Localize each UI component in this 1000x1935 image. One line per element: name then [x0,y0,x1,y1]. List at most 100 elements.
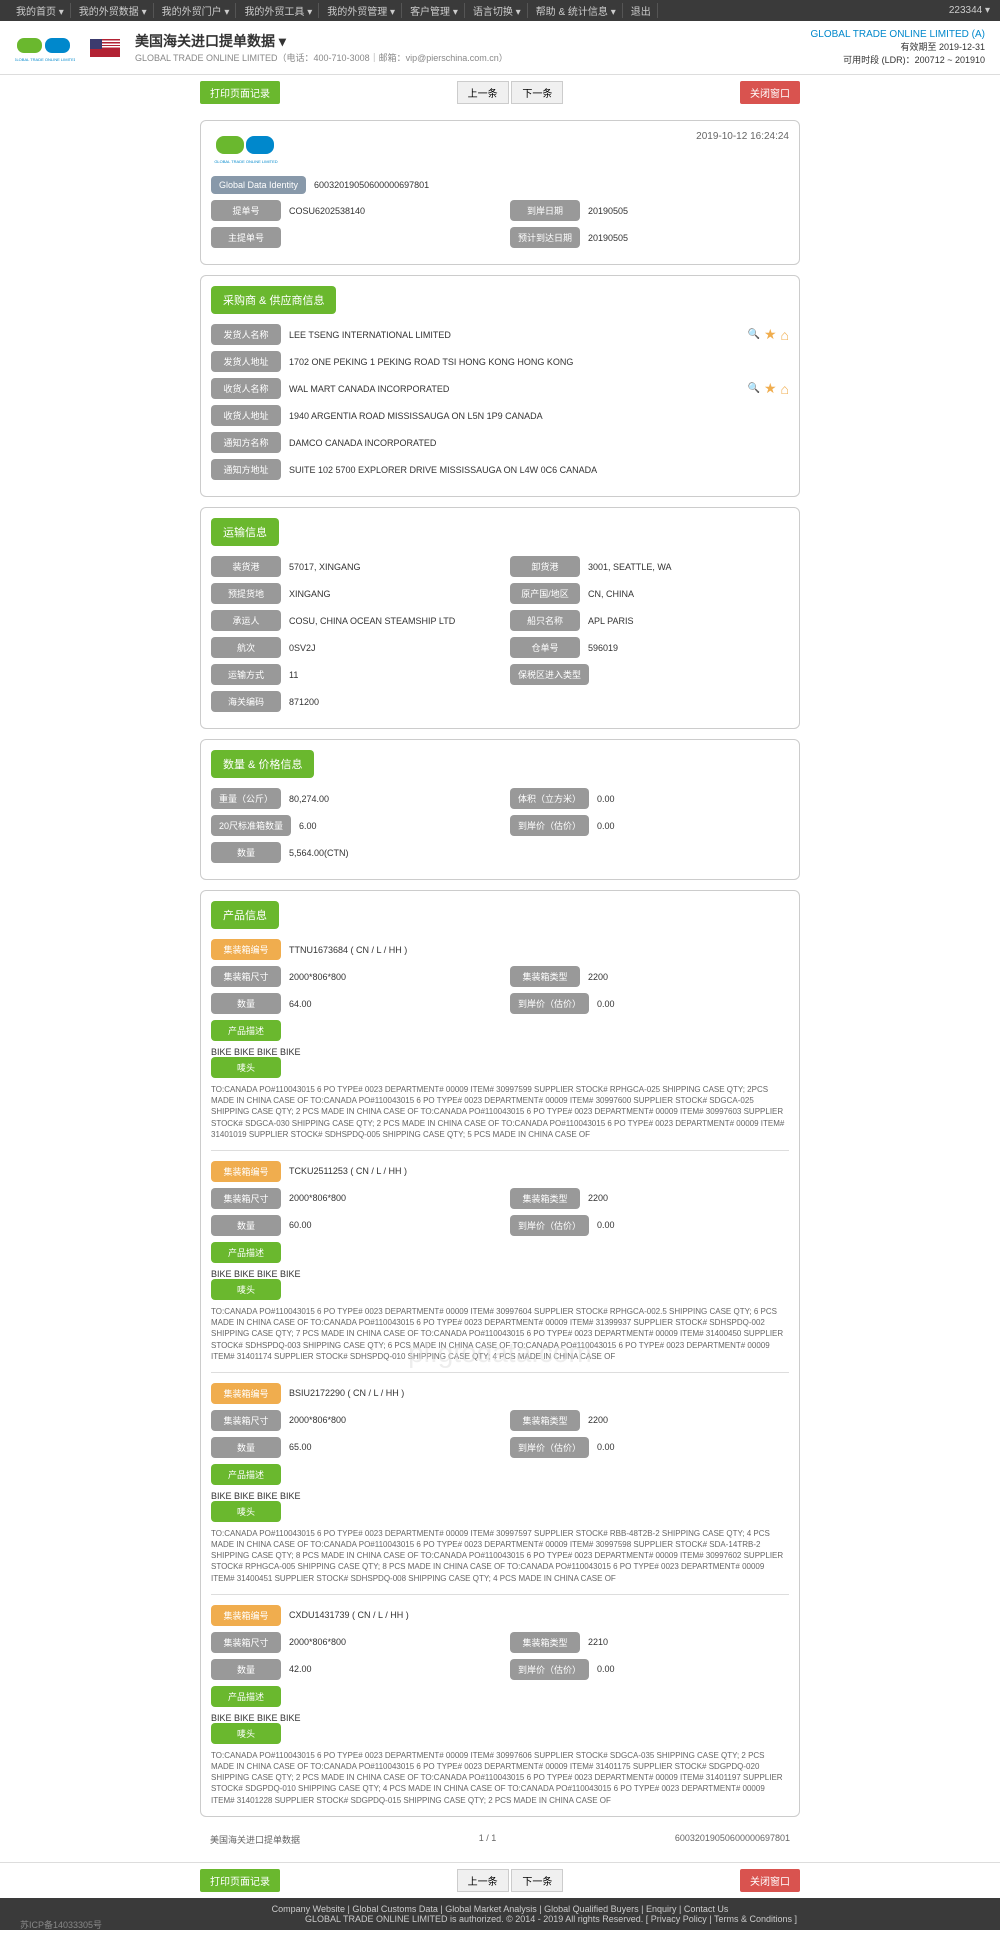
nav-mgmt[interactable]: 我的外贸管理 ▾ [321,3,402,18]
weight-label: 重量（公斤） [211,788,281,809]
mark-label: 唛头 [211,1723,281,1744]
carrier-label: 承运人 [211,610,281,631]
prev-button-bottom[interactable]: 上一条 [457,1869,509,1892]
page-subtitle: GLOBAL TRADE ONLINE LIMITED（电话：400-710-3… [135,51,508,64]
account-info: GLOBAL TRADE ONLINE LIMITED (A) 有效期至 201… [811,29,985,66]
prev-button[interactable]: 上一条 [457,81,509,104]
desc-label: 产品描述 [211,1464,281,1485]
action-bar-top: 打印页面记录 上一条 下一条 关闭窗口 [0,75,1000,110]
size-label: 集装箱尺寸 [211,966,281,987]
consignee-addr: 1940 ARGENTIA ROAD MISSISSAUGA ON L5N 1P… [289,411,789,421]
unloadport: 3001, SEATTLE, WA [588,562,789,572]
search-icon[interactable]: 🔍 [748,383,760,394]
origin-label: 原产国/地区 [510,583,580,604]
gto-logo: GLOBAL TRADE ONLINE LIMITED [15,33,75,63]
hs-label: 海关编码 [211,691,281,712]
teu: 6.00 [299,821,490,831]
footer-id: 60032019050600000697801 [675,1833,790,1846]
footer-source: 美国海关进口提单数据 [210,1833,300,1846]
loadport: 57017, XINGANG [289,562,490,572]
size-value: 2000*806*800 [289,1637,490,1647]
nav-logout[interactable]: 退出 [625,3,658,18]
type-label: 集装箱类型 [510,1632,580,1653]
gdi-value: 60032019050600000697801 [314,180,789,190]
cif-value: 0.00 [597,999,789,1009]
notify-addr-label: 通知方地址 [211,459,281,480]
type-value: 2210 [588,1637,789,1647]
consignee-name: WAL MART CANADA INCORPORATED [289,384,740,394]
star-icon[interactable]: ★ [764,326,777,343]
shipper-addr-label: 发货人地址 [211,351,281,372]
nav-data[interactable]: 我的外贸数据 ▾ [73,3,154,18]
container-value: CXDU1431739 ( CN / L / HH ) [289,1610,789,1620]
qty-value: 60.00 [289,1220,490,1230]
predest-label: 预提货地 [211,583,281,604]
teu-label: 20尺标准箱数量 [211,815,291,836]
voyage: 0SV2J [289,643,490,653]
content: GLOBAL TRADE ONLINE LIMITED 2019-10-12 1… [200,120,800,1852]
shipper-addr: 1702 ONE PEKING 1 PEKING ROAD TSI HONG K… [289,357,789,367]
size-label: 集装箱尺寸 [211,1188,281,1209]
master-label: 主提单号 [211,227,281,248]
panel-logo: GLOBAL TRADE ONLINE LIMITED [211,131,281,166]
hs: 871200 [289,697,490,707]
unloadport-label: 卸货港 [510,556,580,577]
timestamp: 2019-10-12 16:24:24 [696,131,789,142]
nav-lang[interactable]: 语言切换 ▾ [467,3,528,18]
bottom-links[interactable]: Company Website | Global Customs Data | … [10,1904,990,1914]
count-label: 数量 [211,842,281,863]
size-label: 集装箱尺寸 [211,1632,281,1653]
search-icon[interactable]: 🔍 [748,329,760,340]
qty-label: 数量 [211,993,281,1014]
parties-title: 采购商 & 供应商信息 [211,286,336,314]
eta-value: 20190505 [588,233,789,243]
svg-text:GLOBAL TRADE ONLINE LIMITED: GLOBAL TRADE ONLINE LIMITED [214,159,277,164]
nav-help[interactable]: 帮助 & 统计信息 ▾ [530,3,623,18]
home-icon[interactable]: ⌂ [781,381,789,397]
user-id[interactable]: 223344 ▾ [949,5,990,16]
count: 5,564.00(CTN) [289,848,490,858]
nav-customer[interactable]: 客户管理 ▾ [404,3,465,18]
star-icon[interactable]: ★ [764,380,777,397]
notify-addr: SUITE 102 5700 EXPLORER DRIVE MISSISSAUG… [289,465,789,475]
cif-value: 0.00 [597,1664,789,1674]
next-button-bottom[interactable]: 下一条 [511,1869,563,1892]
bike-text: BIKE BIKE BIKE BIKE [211,1047,789,1057]
panel-products: pl.gtodata.com 产品信息 集装箱编号TTNU1673684 ( C… [200,890,800,1817]
container-label: 集装箱编号 [211,939,281,960]
nav-tools[interactable]: 我的外贸工具 ▾ [238,3,319,18]
action-bar-bottom: 打印页面记录 上一条 下一条 关闭窗口 [0,1862,1000,1898]
volume: 0.00 [597,794,789,804]
close-button[interactable]: 关闭窗口 [740,81,800,104]
qty-value: 64.00 [289,999,490,1009]
qty-label: 数量 [211,1659,281,1680]
size-value: 2000*806*800 [289,1415,490,1425]
cif-label: 到岸价（估价） [510,1437,589,1458]
cif-value: 0.00 [597,1442,789,1452]
print-button-bottom[interactable]: 打印页面记录 [200,1869,280,1892]
predest: XINGANG [289,589,490,599]
page-title: 美国海关进口提单数据 ▾ [135,31,508,51]
next-button[interactable]: 下一条 [511,81,563,104]
arrdate-value: 20190505 [588,206,789,216]
mode: 11 [289,670,490,680]
notify-name: DAMCO CANADA INCORPORATED [289,438,789,448]
size-label: 集装箱尺寸 [211,1410,281,1431]
home-icon[interactable]: ⌂ [781,327,789,343]
us-flag-icon [90,39,120,57]
manifest: 596019 [588,643,789,653]
value: 0.00 [597,821,789,831]
type-label: 集装箱类型 [510,1410,580,1431]
mark-label: 唛头 [211,1501,281,1522]
cif-label: 到岸价（估价） [510,993,589,1014]
close-button-bottom[interactable]: 关闭窗口 [740,1869,800,1892]
print-button[interactable]: 打印页面记录 [200,81,280,104]
cif-label: 到岸价（估价） [510,1215,589,1236]
mark-label: 唛头 [211,1057,281,1078]
products-title: 产品信息 [211,901,279,929]
nav-home[interactable]: 我的首页 ▾ [10,3,71,18]
product-desc: TO:CANADA PO#110043015 6 PO TYPE# 0023 D… [211,1306,789,1362]
desc-label: 产品描述 [211,1020,281,1041]
nav-portal[interactable]: 我的外贸门户 ▾ [156,3,237,18]
company-name: GLOBAL TRADE ONLINE LIMITED (A) [811,29,985,40]
